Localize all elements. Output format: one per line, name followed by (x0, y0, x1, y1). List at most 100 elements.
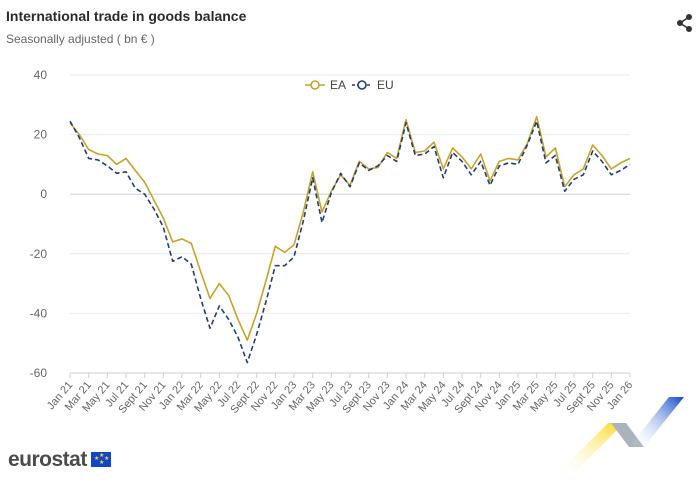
data-point-eu (535, 120, 537, 122)
data-point-ea (498, 160, 500, 162)
data-point-eu (367, 169, 369, 171)
data-point-ea (97, 153, 99, 155)
data-point-eu (573, 178, 575, 180)
data-point-eu (358, 162, 360, 164)
data-point-ea (321, 211, 323, 213)
data-point-eu (171, 260, 173, 262)
data-point-ea (591, 144, 593, 146)
data-point-eu (321, 221, 323, 223)
data-point-ea (554, 147, 556, 149)
data-point-eu (619, 169, 621, 171)
legend-label: EU (377, 78, 394, 92)
data-point-eu (283, 265, 285, 267)
data-point-ea (386, 151, 388, 153)
data-point-ea (573, 174, 575, 176)
data-point-eu (395, 160, 397, 162)
data-point-ea (311, 171, 313, 173)
data-point-eu (293, 256, 295, 258)
data-point-ea (461, 156, 463, 158)
data-point-ea (181, 238, 183, 240)
data-point-ea (433, 141, 435, 143)
data-point-ea (106, 154, 108, 156)
data-point-eu (461, 160, 463, 162)
data-point-eu (162, 226, 164, 228)
data-point-eu (125, 171, 127, 173)
data-point-eu (227, 318, 229, 320)
data-point-eu (442, 177, 444, 179)
legend-label: EA (330, 78, 346, 92)
data-point-eu (498, 165, 500, 167)
data-point-ea (255, 312, 257, 314)
decorative-chevron-graphic (556, 395, 686, 485)
data-point-eu (199, 297, 201, 299)
data-point-ea (134, 169, 136, 171)
data-point-eu (78, 136, 80, 138)
data-point-ea (610, 168, 612, 170)
data-point-eu (87, 157, 89, 159)
data-point-ea (199, 270, 201, 272)
data-point-ea (153, 199, 155, 201)
data-point-eu (246, 361, 248, 363)
data-point-ea (218, 282, 220, 284)
data-point-eu (601, 160, 603, 162)
data-point-ea (582, 168, 584, 170)
data-point-eu (377, 165, 379, 167)
data-point-eu (433, 145, 435, 147)
data-point-ea (246, 339, 248, 341)
data-point-eu (143, 193, 145, 195)
data-point-ea (442, 168, 444, 170)
data-point-eu (69, 120, 71, 122)
data-point-eu (209, 327, 211, 329)
data-point-ea (629, 157, 631, 159)
data-point-ea (601, 154, 603, 156)
data-point-eu (489, 184, 491, 186)
data-point-eu (153, 208, 155, 210)
data-point-ea (405, 119, 407, 121)
data-point-ea (209, 297, 211, 299)
data-point-ea (283, 251, 285, 253)
data-point-eu (265, 300, 267, 302)
data-point-ea (171, 241, 173, 243)
y-tick-label: 0 (40, 187, 47, 201)
legend-marker (310, 80, 320, 90)
y-tick-label: -20 (30, 247, 48, 261)
data-point-eu (190, 263, 192, 265)
data-point-eu (545, 162, 547, 164)
data-point-ea (302, 211, 304, 213)
data-point-ea (535, 116, 537, 118)
data-point-ea (274, 245, 276, 247)
data-point-eu (451, 151, 453, 153)
data-point-eu (106, 165, 108, 167)
data-point-eu (563, 190, 565, 192)
legend-item-eu[interactable]: EU (352, 78, 394, 92)
data-point-ea (265, 279, 267, 281)
data-point-ea (517, 159, 519, 161)
share-icon[interactable] (674, 12, 696, 34)
y-tick-label: 20 (34, 128, 48, 142)
data-point-ea (619, 162, 621, 164)
data-point-eu (181, 256, 183, 258)
data-point-ea (125, 157, 127, 159)
data-point-ea (162, 217, 164, 219)
data-point-ea (470, 168, 472, 170)
data-point-eu (311, 177, 313, 179)
data-point-ea (237, 318, 239, 320)
series-line-eu (69, 120, 631, 364)
data-point-ea (190, 242, 192, 244)
data-point-eu (470, 174, 472, 176)
legend-item-ea[interactable]: EA (305, 78, 346, 92)
data-point-eu (507, 162, 509, 164)
data-point-eu (255, 333, 257, 335)
data-point-ea (479, 153, 481, 155)
data-point-eu (405, 121, 407, 123)
data-point-eu (591, 150, 593, 152)
data-point-eu (610, 174, 612, 176)
data-point-ea (423, 150, 425, 152)
data-point-eu (414, 154, 416, 156)
data-point-eu (629, 163, 631, 165)
data-point-eu (218, 305, 220, 307)
data-point-eu (115, 172, 117, 174)
data-point-eu (526, 144, 528, 146)
series-line-ea (69, 115, 631, 342)
